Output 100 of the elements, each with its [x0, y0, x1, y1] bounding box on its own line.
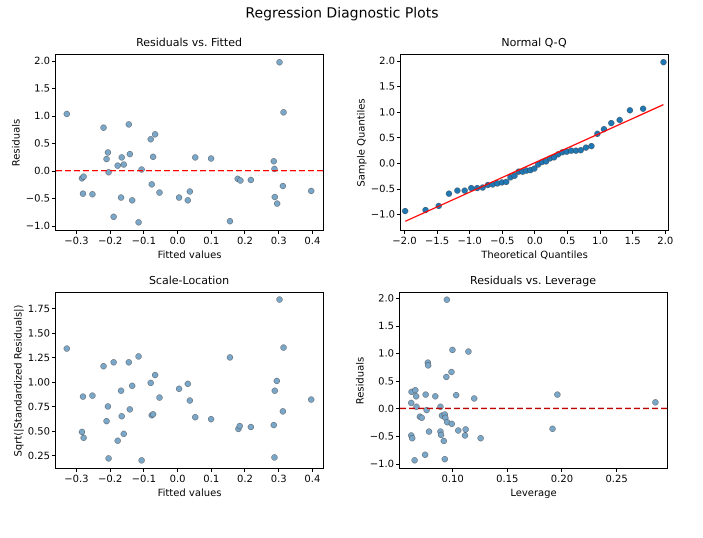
- x-tick-label: −0.1: [132, 474, 156, 485]
- x-tick-label: 0.0: [170, 474, 186, 485]
- point: [208, 155, 214, 162]
- x-tick-label: 0.4: [304, 236, 320, 247]
- point: [423, 406, 430, 414]
- point: [186, 188, 194, 195]
- x-tick-label: −0.2: [98, 236, 122, 247]
- y-tick-label: 1.50: [28, 328, 50, 340]
- x-tick-label: 0.5: [559, 236, 576, 247]
- x-axis-title: Theoretical Quantiles: [480, 250, 588, 261]
- point: [118, 413, 125, 420]
- point: [616, 116, 623, 124]
- y-tick-label: 0.0: [379, 158, 395, 170]
- point: [422, 452, 428, 458]
- point: [409, 435, 416, 442]
- x-tick-label: −1.5: [424, 236, 450, 247]
- y-tick-label: 1.5: [378, 321, 394, 332]
- point: [438, 432, 444, 438]
- point: [89, 191, 96, 198]
- point: [465, 348, 472, 355]
- x-tick-label: 1.5: [624, 236, 641, 247]
- point: [64, 345, 70, 352]
- point: [135, 353, 142, 360]
- point: [413, 404, 420, 410]
- point: [462, 426, 469, 433]
- point: [308, 188, 314, 194]
- point: [411, 457, 418, 464]
- x-tick-label: −0.3: [64, 474, 89, 485]
- point: [103, 418, 110, 424]
- point: [126, 406, 134, 413]
- point: [156, 394, 163, 401]
- x-tick-label: 0.25: [605, 474, 628, 485]
- point: [126, 150, 134, 158]
- y-tick-label: 0.75: [28, 402, 50, 413]
- chart-title: Residuals vs. Fitted: [136, 36, 242, 49]
- point: [280, 344, 287, 351]
- x-tick-label: 0.20: [550, 474, 574, 485]
- point: [100, 363, 107, 370]
- y-tick-label: 0.5: [379, 132, 395, 144]
- point: [104, 149, 112, 156]
- point: [422, 391, 429, 398]
- y-tick-label: −0.5: [370, 184, 395, 196]
- point: [408, 400, 414, 406]
- point: [129, 382, 136, 389]
- y-tick-label: 0.0: [378, 404, 394, 415]
- x-tick-label: 0.4: [304, 474, 320, 485]
- point: [443, 374, 450, 380]
- y-axis-title: Residuals: [356, 356, 367, 404]
- x-tick-label: −0.3: [64, 236, 89, 247]
- x-tick-label: −0.5: [490, 236, 514, 247]
- point: [110, 359, 117, 366]
- y-tick-label: 1.0: [34, 111, 50, 122]
- point: [148, 181, 155, 188]
- y-tick-label: 1.5: [34, 84, 50, 95]
- point: [444, 419, 450, 426]
- point: [412, 387, 418, 394]
- point: [280, 109, 287, 116]
- x-axis-title: Leverage: [510, 488, 557, 499]
- point: [138, 457, 145, 464]
- point: [118, 154, 125, 161]
- point: [640, 106, 646, 112]
- point: [248, 176, 254, 184]
- y-tick-label: −0.5: [370, 432, 394, 442]
- point: [100, 124, 107, 131]
- x-tick-label: −0.2: [98, 474, 122, 485]
- point: [176, 386, 182, 392]
- point: [80, 190, 86, 197]
- y-tick-label: 1.5: [379, 82, 395, 93]
- y-tick-label: 0.5: [34, 138, 50, 150]
- y-tick-label: −1.0: [370, 459, 394, 470]
- point: [148, 136, 154, 142]
- point: [152, 131, 158, 138]
- point: [118, 388, 124, 394]
- point: [652, 399, 659, 406]
- point: [237, 177, 244, 184]
- point: [446, 190, 452, 197]
- point: [578, 147, 584, 154]
- point: [454, 187, 461, 194]
- point: [531, 165, 538, 172]
- y-tick-label: 1.25: [28, 352, 50, 364]
- point: [626, 107, 634, 114]
- point: [104, 403, 112, 410]
- x-tick-label: −2.0: [392, 236, 417, 247]
- x-tick-label: 0.10: [441, 474, 464, 485]
- point: [448, 368, 455, 376]
- point: [78, 428, 86, 436]
- y-tick-label: 1.0: [378, 348, 394, 360]
- point: [208, 416, 214, 422]
- point: [192, 154, 198, 161]
- x-tick-label: 0.2: [237, 474, 253, 485]
- y-tick-label: −0.5: [26, 194, 50, 205]
- point: [549, 426, 556, 432]
- point: [270, 158, 277, 164]
- point: [89, 392, 96, 399]
- y-tick-label: −1.0: [26, 221, 50, 232]
- point: [455, 427, 462, 434]
- point: [468, 184, 474, 192]
- y-axis-title: Residuals: [12, 118, 23, 166]
- point: [554, 391, 561, 398]
- point: [105, 169, 112, 176]
